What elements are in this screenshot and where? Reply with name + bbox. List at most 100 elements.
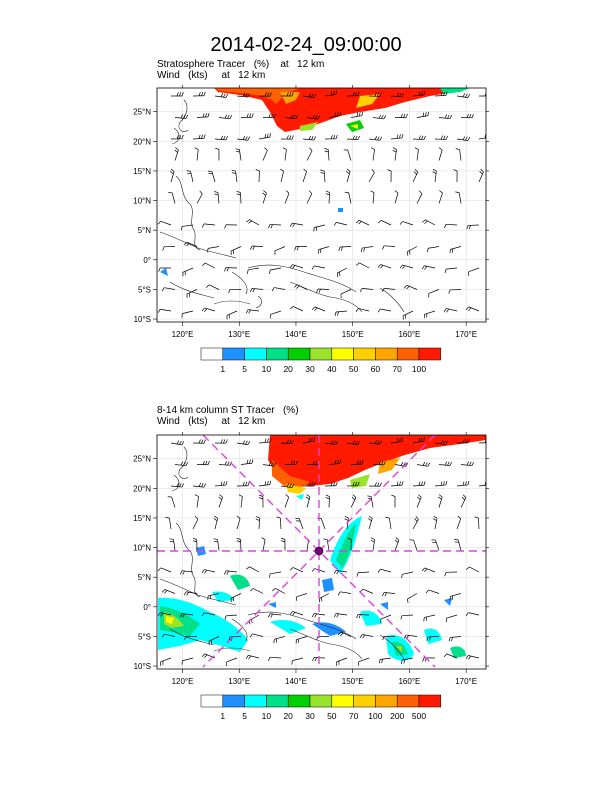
wind-barb [249,288,264,293]
lon-tick-label: 140°E [285,677,307,686]
lat-tick-label: 15°N [133,514,151,523]
wind-barb [201,262,216,269]
wind-barbs [157,437,486,666]
colorbar-swatch [375,694,398,708]
wind-barb [249,633,264,638]
wind-barb [214,439,228,444]
wind-barb [465,306,480,312]
wind-barb [306,190,313,204]
wind-barb [336,267,348,278]
lat-tick-label: 0° [143,603,151,612]
wind-barb [444,571,458,577]
wind-barb [443,308,458,313]
wind-barb [401,571,414,579]
wind-barb [432,515,438,530]
colorbar-swatch [222,347,245,361]
colorbar-label: 200 [390,711,404,721]
wind-barb [416,461,431,467]
colorbar-label: 30 [305,364,315,374]
coastlines [159,446,405,660]
wind-barb [412,437,425,444]
wind-barb [443,653,458,659]
wind-barb [356,614,370,619]
wind-barb [416,190,423,204]
wind-barb [347,537,352,551]
wind-barb [236,440,251,446]
wind-barb [381,592,396,597]
wind-barb [391,494,396,508]
lon-tick-label: 120°E [172,677,194,686]
wind-barb [449,593,462,601]
wind-barb [207,170,216,183]
wind-barb [192,537,198,551]
wind-barb [201,612,216,617]
wind-barb [223,570,238,575]
wind-barb [423,614,436,622]
wind-barb [168,192,176,204]
wind-barb [268,656,282,661]
lon-tick-label: 120°E [172,330,194,339]
wind-barb [445,614,458,623]
wind-barb [236,515,241,530]
wind-barb [280,483,295,489]
wind-barb [399,221,414,226]
colorbar-label: 30 [305,711,315,721]
wind-barb [426,636,440,641]
wind-barb [246,219,260,226]
lat-tick-label: 5°S [138,285,151,294]
wind-barb [316,636,330,641]
wind-barb [258,92,272,97]
wind-barb [236,537,242,551]
wind-barb [170,482,185,488]
wind-barb [401,657,414,664]
wind-barb [456,480,470,487]
lon-tick-label: 150°E [342,330,364,339]
colorbar-label: 10 [262,711,272,721]
wind-barb [412,135,426,140]
wind-barb [280,92,294,97]
wind-barb [272,588,286,594]
wind-barb [434,480,448,487]
wind-barb [403,284,418,290]
wind-barb [170,92,184,97]
wind-barb [402,310,414,320]
wind-barb [478,168,484,183]
colorbar-swatch [244,347,267,361]
wind-barb [377,308,392,313]
page-title: 2014-02-24_09:00:00 [210,34,402,56]
colorbar-2: 1 5 10 20 30 50 70 100 200 500 [200,694,442,721]
wind-barb [313,224,326,232]
wind-barb [382,245,396,250]
colorbar-label: 50 [349,364,359,374]
wind-barb [385,516,392,530]
colorbar-swatch [309,347,333,361]
lon-tick-label: 160°E [398,330,420,339]
wind-barb [377,264,392,269]
wind-barb [291,657,304,665]
wind-barb [161,287,176,292]
wind-barb [180,224,194,231]
wind-barb [343,149,352,161]
colorbar-swatch [331,694,354,708]
colorbar-label: 5 [242,364,247,374]
wind-barb [432,168,437,183]
wind-barb [377,568,392,573]
wind-barb [238,494,243,508]
colorbar-label: 60 [371,364,381,374]
wind-barb [201,307,216,313]
wind-barb [370,147,375,161]
colorbar-label: 20 [283,711,293,721]
wind-barb [328,111,342,118]
wind-barb [196,460,210,466]
wind-barb [306,147,313,161]
wind-barb [394,190,399,204]
wind-barb [289,611,304,616]
wind-barb [218,494,223,508]
colorbar-label: 100 [412,364,426,374]
wind-barb [157,567,172,573]
wind-barb [268,224,282,229]
wind-barb [192,515,199,530]
wind-barb [412,516,419,530]
map-frame [156,434,487,670]
colorbar-swatch [331,347,354,361]
